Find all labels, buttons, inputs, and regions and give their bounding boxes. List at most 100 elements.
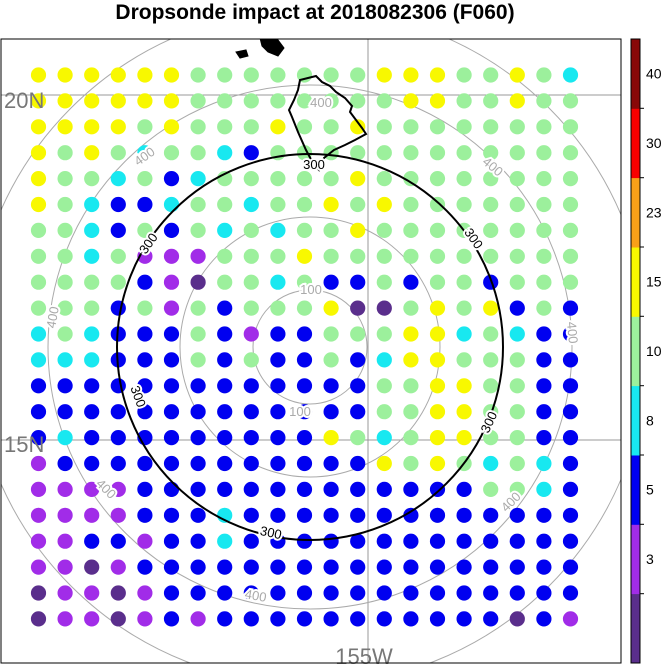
- range-ring-100: [252, 289, 368, 405]
- dropsonde-point: [137, 455, 153, 472]
- dropsonde-point: [84, 507, 100, 523]
- dropsonde-point: [190, 533, 206, 549]
- dropsonde-point: [562, 559, 579, 575]
- dropsonde-point: [509, 274, 525, 290]
- dropsonde-point: [110, 507, 126, 523]
- dropsonde-point: [376, 67, 392, 83]
- dropsonde-point: [429, 533, 446, 549]
- dropsonde-point: [57, 455, 73, 472]
- dropsonde-point: [376, 430, 392, 446]
- dropsonde-point: [376, 119, 392, 135]
- dropsonde-point: [190, 430, 206, 446]
- colorbar-segment: [631, 39, 640, 109]
- dropsonde-point: [190, 611, 206, 627]
- dropsonde-point: [376, 507, 392, 523]
- dropsonde-point: [403, 145, 419, 161]
- dropsonde-point: [403, 533, 419, 549]
- dropsonde-point: [323, 171, 339, 187]
- dropsonde-point: [562, 352, 579, 368]
- dropsonde-point: [509, 611, 525, 627]
- dropsonde-point: [163, 352, 180, 368]
- dropsonde-point: [456, 404, 472, 420]
- dropsonde-point: [190, 171, 206, 187]
- dropsonde-point: [243, 481, 259, 497]
- lon-label-155w: 155W: [335, 644, 393, 664]
- dropsonde-point: [30, 378, 47, 394]
- dropsonde-point: [296, 507, 313, 523]
- colorbar-segment: [631, 524, 640, 595]
- dropsonde-point: [243, 611, 259, 627]
- dropsonde-point: [84, 145, 100, 161]
- dropsonde-point: [110, 611, 126, 627]
- dropsonde-point: [190, 352, 206, 368]
- dropsonde-point: [137, 378, 153, 394]
- dropsonde-point: [217, 145, 233, 161]
- dropsonde-point: [30, 430, 47, 446]
- dropsonde-point: [323, 481, 339, 497]
- dropsonde-point: [536, 430, 552, 446]
- dropsonde-point: [403, 455, 419, 472]
- ring-label-400-bottom: 400: [244, 586, 268, 605]
- dropsonde-point: [110, 145, 126, 161]
- dropsonde-point: [30, 455, 47, 472]
- dropsonde-point: [296, 404, 313, 420]
- colorbar: 3 5 8 10 15 23 30 40: [630, 38, 662, 664]
- dropsonde-point: [296, 430, 313, 446]
- dropsonde-point: [137, 481, 153, 497]
- dropsonde-point: [323, 455, 339, 472]
- dropsonde-point: [403, 248, 419, 264]
- colorbar-segment: [631, 247, 640, 317]
- dropsonde-point: [163, 611, 180, 627]
- dropsonde-point: [57, 171, 73, 187]
- dropsonde-point: [296, 145, 313, 161]
- dropsonde-point: [84, 326, 100, 342]
- dropsonde-point: [270, 222, 286, 238]
- dropsonde-point: [562, 455, 579, 472]
- dropsonde-point: [190, 585, 206, 601]
- dropsonde-point: [536, 248, 552, 264]
- dropsonde-point: [163, 404, 180, 420]
- dropsonde-point: [84, 378, 100, 394]
- dropsonde-point: [429, 119, 446, 135]
- maui-island: [259, 39, 285, 57]
- dropsonde-point: [350, 585, 366, 601]
- dropsonde-point: [163, 67, 180, 83]
- dropsonde-point: [376, 274, 392, 290]
- dropsonde-point: [536, 196, 552, 213]
- dropsonde-point: [84, 533, 100, 549]
- dropsonde-point: [509, 67, 525, 83]
- dropsonde-point: [562, 274, 579, 290]
- dropsonde-point: [190, 248, 206, 264]
- dropsonde-point: [536, 93, 552, 109]
- dropsonde-point: [110, 300, 126, 316]
- dropsonde-point: [137, 326, 153, 342]
- dropsonde-point: [243, 93, 259, 109]
- dropsonde-point: [483, 404, 499, 420]
- dropsonde-point: [163, 533, 180, 549]
- dropsonde-point: [509, 352, 525, 368]
- dropsonde-point: [137, 93, 153, 109]
- colorbar-segment: [631, 108, 640, 179]
- dropsonde-point: [217, 481, 233, 497]
- dropsonde-point: [509, 559, 525, 575]
- dropsonde-point: [483, 481, 499, 497]
- dropsonde-point: [57, 300, 73, 316]
- dropsonde-point: [483, 93, 499, 109]
- dropsonde-point: [562, 196, 579, 213]
- dropsonde-point: [84, 455, 100, 472]
- dropsonde-point: [243, 507, 259, 523]
- dropsonde-point: [296, 585, 313, 601]
- dropsonde-point: [562, 300, 579, 316]
- range-ring-200: [179, 216, 441, 478]
- dropsonde-point: [376, 404, 392, 420]
- range-ring-300: [116, 153, 504, 541]
- dropsonde-point: [190, 196, 206, 213]
- dropsonde-point: [509, 196, 525, 213]
- dropsonde-point: [217, 300, 233, 316]
- dropsonde-point: [429, 481, 446, 497]
- dropsonde-point: [483, 274, 499, 290]
- dropsonde-point: [163, 507, 180, 523]
- dropsonde-point: [84, 404, 100, 420]
- dropsonde-point: [350, 274, 366, 290]
- dropsonde-point: [536, 300, 552, 316]
